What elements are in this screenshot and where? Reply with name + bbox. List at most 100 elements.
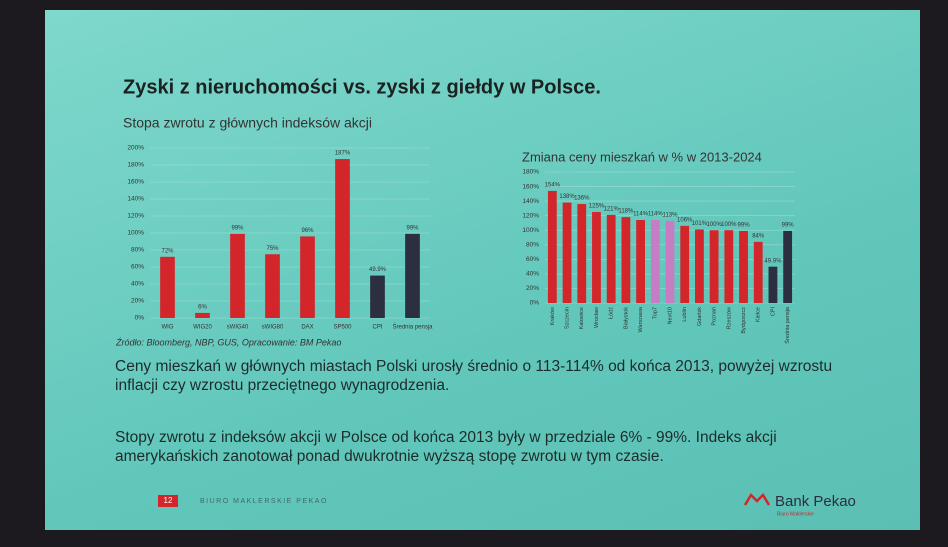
x-tick-label: Kielce [756,307,762,322]
value-label: 125% [589,204,605,210]
footer-department: BIURO MAKLERSKIE PEKAO [200,498,328,505]
bar [562,202,572,303]
value-label: 99% [231,225,244,231]
bar [753,241,763,303]
value-label: 96% [301,228,314,234]
bar [650,220,660,303]
x-tick-label: Poznań [712,307,718,326]
x-tick-label: Next10 [667,307,673,324]
value-label: 100% [721,222,737,228]
chart-title: Zmiana ceny mieszkań w % w 2013-2024 [522,149,762,164]
x-tick-label: WIG20 [193,325,212,331]
x-tick-label: Szczecin [565,307,571,329]
slide-title: Zyski z nieruchomości vs. zyski z giełdy… [123,76,601,98]
x-tick-label: Lublin [682,307,688,322]
bar [636,220,645,303]
y-tick-label: 180% [127,162,144,169]
y-tick-label: 160% [127,179,144,186]
value-label: 72% [161,248,174,254]
bar [768,266,778,303]
x-tick-label: SP500 [333,325,352,331]
bar [606,214,616,303]
bar [695,229,704,303]
y-tick-label: 100% [522,227,539,234]
value-label: 138% [559,194,575,200]
y-tick-label: 200% [127,145,144,152]
value-label: 84% [752,233,765,239]
x-tick-label: CPI [372,325,382,331]
y-tick-label: 0% [530,300,540,307]
bar [230,233,245,318]
bar [300,236,315,318]
value-label: 187% [335,151,351,157]
x-tick-label: Bydgoszcz [741,307,747,334]
y-tick-label: 0% [135,315,145,322]
bar [577,204,587,303]
y-tick-label: 20% [131,298,144,305]
x-tick-label: Białystok [623,307,629,329]
brand-sub: Biuro Maklerskie [777,511,814,517]
value-label: 6% [198,304,207,310]
source: Źródło: Bloomberg, NBP, GUS, Opracowanie… [115,337,341,347]
y-tick-label: 160% [522,183,539,190]
y-tick-label: 180% [522,169,539,176]
bar [709,230,719,303]
y-tick-label: 140% [522,198,539,205]
logo [743,492,771,506]
bar [547,190,557,303]
bar [621,217,631,303]
x-tick-label: sWIG40 [227,325,249,331]
brand: Bank Pekao [775,493,856,510]
x-tick-label: Kraków [550,307,556,325]
x-tick-label: Top7 [653,307,659,319]
x-tick-label: WIG [162,325,174,331]
x-tick-label: DAX [301,325,313,331]
value-label: 114% [633,212,649,218]
bar [724,230,734,303]
x-tick-label: Łódź [609,307,615,319]
bar [335,159,350,318]
x-tick-label: Średnia pensja [392,323,433,331]
value-label: 99% [406,225,419,231]
x-tick-label: Gdańsk [697,307,703,326]
value-label: 99% [738,223,751,229]
value-label: 99% [782,223,795,229]
value-label: 121% [603,207,619,213]
x-tick-label: Warszawa [638,306,644,332]
y-tick-label: 120% [127,213,144,220]
bar [592,212,601,303]
value-label: 106% [677,217,693,223]
y-tick-label: 20% [526,285,539,292]
value-label: 101% [692,221,708,227]
y-tick-label: 40% [131,281,144,288]
paragraph: Stopy zwrotu z indeksów akcji w Polsce o… [115,429,777,465]
value-label: 154% [545,183,561,189]
bar [160,256,175,318]
value-label: 113% [663,212,679,218]
x-tick-label: Wrocław [594,307,600,328]
page-number: 12 [164,496,173,505]
y-tick-label: 80% [131,247,144,254]
bar [665,220,675,303]
chart-title: Stopa zwrotu z głównych indeksów akcji [123,115,372,131]
bar [680,225,690,303]
paragraph: Ceny mieszkań w głównych miastach Polski… [115,358,833,394]
value-label: 136% [574,196,590,202]
value-label: 75% [266,246,279,252]
bar [783,230,793,303]
bar [265,254,280,318]
bar [405,233,420,318]
x-tick-label: sWIG80 [262,325,284,331]
x-tick-label: Katowice [579,307,585,329]
y-tick-label: 60% [131,264,144,271]
page-badge [158,495,178,507]
bar [739,230,748,303]
x-tick-label: CPI [770,307,776,317]
y-tick-label: 140% [127,196,144,203]
value-label: 49.9% [369,267,387,273]
bar [195,312,210,318]
value-label: 118% [618,209,634,215]
value-label: 49.9% [764,258,782,264]
